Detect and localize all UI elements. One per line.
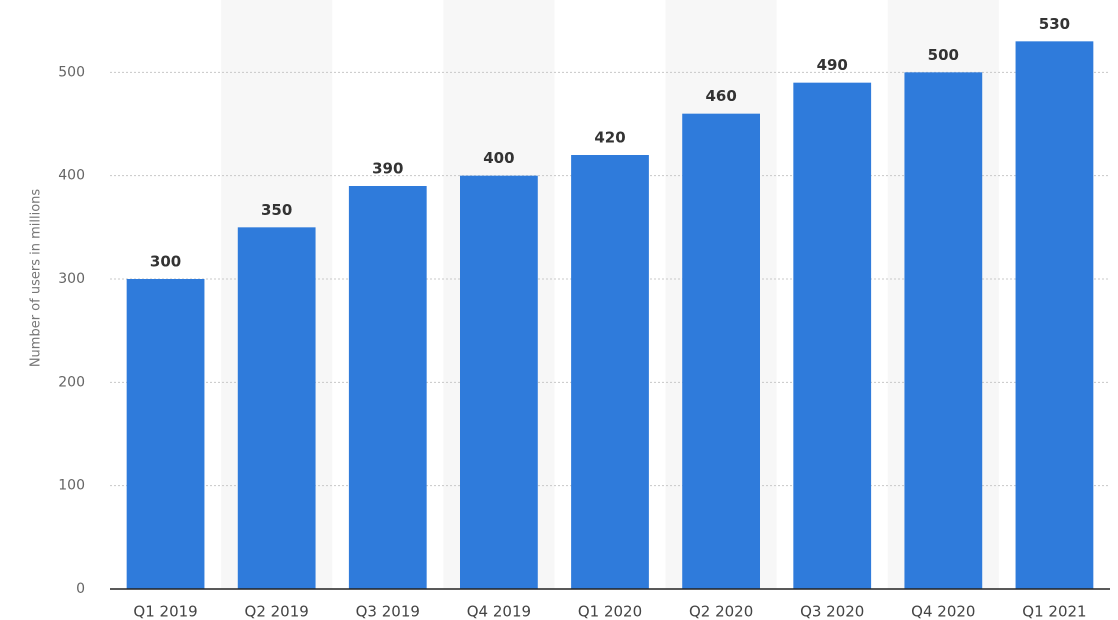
bar bbox=[571, 155, 649, 589]
x-tick-label: Q3 2020 bbox=[800, 603, 864, 620]
value-label: 350 bbox=[261, 201, 292, 219]
y-tick-label: 0 bbox=[76, 581, 85, 597]
y-axis-label: Number of users in millions bbox=[29, 189, 44, 368]
y-tick-label: 300 bbox=[58, 271, 85, 287]
y-tick-label: 100 bbox=[58, 478, 85, 494]
x-tick-label: Q3 2019 bbox=[356, 603, 420, 620]
value-label: 500 bbox=[928, 46, 959, 64]
bar bbox=[793, 82, 872, 590]
value-label: 530 bbox=[1039, 15, 1070, 33]
bar bbox=[904, 72, 983, 590]
value-label: 390 bbox=[372, 160, 403, 178]
x-tick-label: Q2 2020 bbox=[689, 603, 753, 620]
bar bbox=[237, 227, 316, 590]
bar bbox=[460, 175, 538, 589]
value-label: 400 bbox=[483, 149, 514, 167]
x-tick-label: Q1 2021 bbox=[1022, 603, 1086, 620]
bar bbox=[682, 113, 760, 590]
value-label: 420 bbox=[594, 129, 625, 147]
y-tick-label: 200 bbox=[58, 374, 85, 390]
bar bbox=[1015, 41, 1094, 590]
value-label: 490 bbox=[817, 56, 848, 74]
value-label: 300 bbox=[150, 253, 181, 271]
x-tick-label: Q2 2019 bbox=[245, 603, 309, 620]
value-label: 460 bbox=[705, 87, 736, 105]
x-tick-label: Q1 2019 bbox=[133, 603, 197, 620]
x-tick-label: Q1 2020 bbox=[578, 603, 642, 620]
y-tick-label: 400 bbox=[58, 168, 85, 184]
x-tick-label: Q4 2020 bbox=[911, 603, 975, 620]
bar bbox=[348, 186, 427, 589]
x-tick-label: Q4 2019 bbox=[467, 603, 531, 620]
y-tick-label: 500 bbox=[58, 64, 85, 80]
bar bbox=[126, 279, 205, 589]
